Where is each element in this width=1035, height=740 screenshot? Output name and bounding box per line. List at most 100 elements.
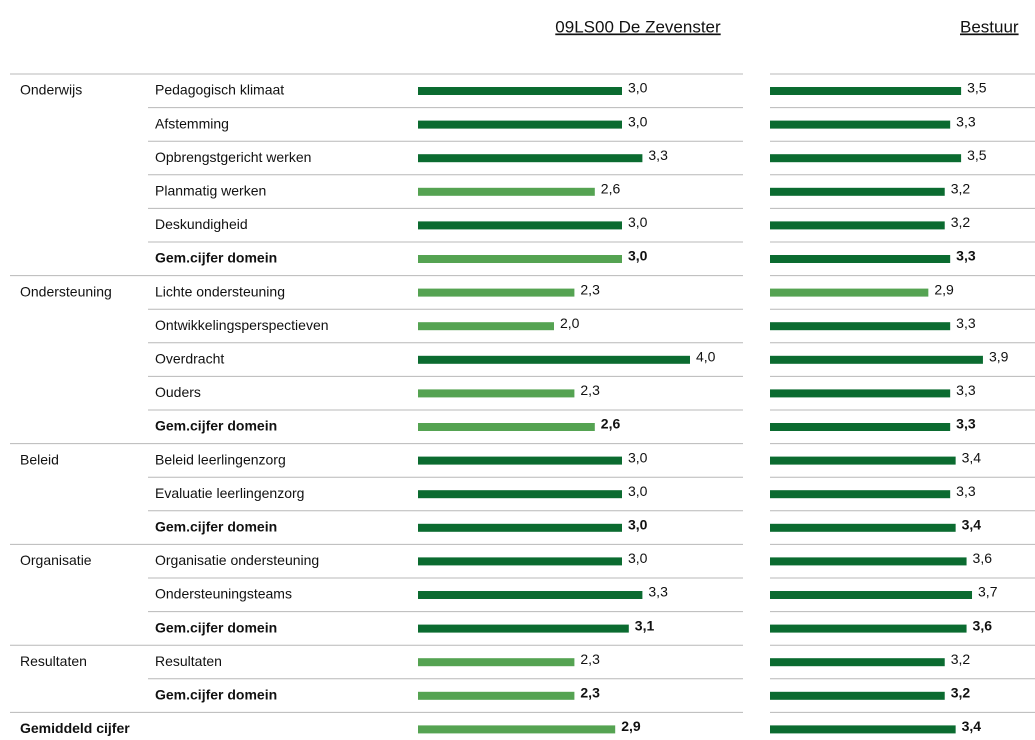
row-label: Evaluatie leerlingenzorg [155,485,304,501]
bar [770,490,951,499]
row-label: Opbrengstgericht werken [155,149,311,165]
value-label: 2,3 [580,281,600,297]
row-label: Deskundigheid [155,216,248,232]
domain-name: Resultaten [20,653,87,669]
bar [418,120,622,129]
total-label: Gemiddeld cijfer [20,720,130,736]
value-label: 3,3 [648,147,668,163]
value-label: 3,6 [973,617,993,633]
value-label: 2,9 [934,281,954,297]
bar [418,154,643,163]
bar [418,624,629,633]
bar [418,355,690,364]
row-label: Organisatie ondersteuning [155,552,319,568]
bar [418,288,575,297]
column-header: Bestuur [960,17,1019,36]
bar [770,154,962,163]
value-label: 3,2 [951,181,971,197]
bar [770,120,951,129]
bar [770,658,945,667]
value-label: 3,0 [628,80,648,96]
value-label: 3,0 [628,113,648,129]
value-label: 3,6 [973,550,993,566]
value-label: 3,0 [628,449,648,465]
domain-name: Beleid [20,451,59,467]
row-label: Resultaten [155,653,222,669]
row-label: Pedagogisch klimaat [155,82,284,98]
bar [770,423,951,431]
value-label: 3,4 [962,718,982,734]
row-label: Ontwikkelingsperspectieven [155,317,329,333]
bar [418,255,622,263]
value-label: 3,0 [628,248,648,264]
row-label: Beleid leerlingenzorg [155,451,286,467]
value-label: 3,2 [951,685,971,701]
value-label: 2,3 [580,382,600,398]
value-label: 3,0 [628,517,648,533]
value-label: 3,3 [648,584,668,600]
value-label: 3,9 [989,349,1009,365]
bar [770,591,973,599]
value-label: 3,3 [956,483,976,499]
bar [418,87,622,95]
bar [418,557,622,566]
value-label: 3,5 [967,80,987,96]
bar [770,691,945,700]
bar [770,523,956,532]
value-label: 3,3 [956,113,976,129]
bar [418,423,595,431]
bar [418,490,622,499]
row-label: Gem.cijfer domein [155,418,277,434]
row-label: Planmatig werken [155,183,266,199]
row-label: Gem.cijfer domein [155,250,277,266]
row-label: Overdracht [155,351,224,367]
value-label: 2,9 [621,718,641,734]
value-label: 2,3 [580,651,600,667]
value-label: 2,0 [560,315,580,331]
value-label: 3,2 [951,214,971,230]
row-label: Gem.cijfer domein [155,687,277,703]
bar [418,691,575,700]
value-label: 3,4 [962,449,982,465]
domain-name: Onderwijs [20,82,82,98]
row-label: Afstemming [155,115,229,131]
value-label: 3,5 [967,147,987,163]
bar [770,355,983,364]
bar [770,87,962,95]
row-label: Lichte ondersteuning [155,283,285,299]
value-label: 3,0 [628,483,648,499]
column-header: 09LS00 De Zevenster [555,17,721,36]
bar [418,221,622,230]
value-label: 3,7 [978,584,998,600]
bar [770,557,967,566]
bar [418,456,622,465]
value-label: 3,3 [956,416,976,432]
value-label: 2,6 [601,181,621,197]
value-label: 2,3 [580,685,600,701]
bar [770,725,956,734]
value-label: 3,4 [962,517,982,533]
value-label: 3,2 [951,651,971,667]
row-label: Gem.cijfer domein [155,619,277,635]
value-label: 3,1 [635,617,655,633]
value-label: 3,3 [956,382,976,398]
bar [418,187,595,196]
domain-name: Ondersteuning [20,283,112,299]
value-label: 4,0 [696,349,716,365]
value-label: 3,3 [956,248,976,264]
value-label: 3,0 [628,550,648,566]
bar [418,322,554,331]
row-label: Ouders [155,384,201,400]
bar [418,591,643,599]
value-label: 3,0 [628,214,648,230]
row-label: Gem.cijfer domein [155,519,277,535]
bar [770,221,945,230]
bar [418,658,575,667]
bar [770,255,951,263]
bar [770,322,951,331]
domain-name: Organisatie [20,552,92,568]
bar [770,288,929,297]
bar [418,523,622,532]
bar [770,389,951,398]
